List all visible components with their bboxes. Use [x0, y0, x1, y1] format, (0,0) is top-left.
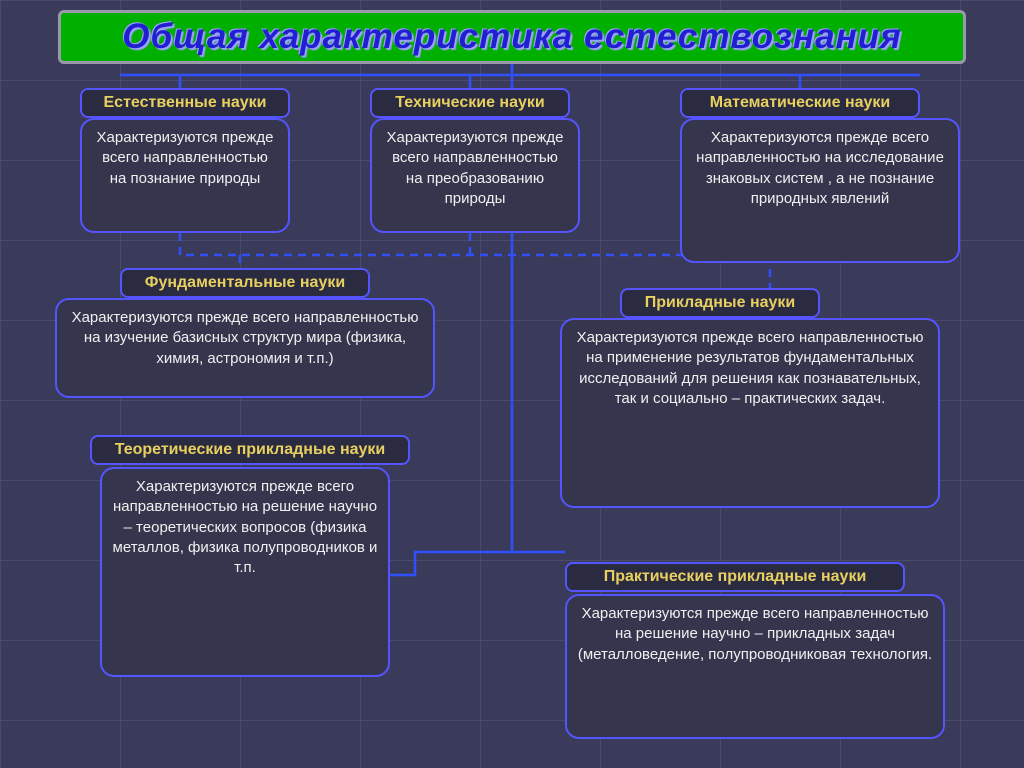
title-text: Общая характеристика естествознания: [73, 17, 951, 57]
practical-app-header: Практические прикладные науки: [565, 562, 905, 592]
applied-body: Характеризуются прежде всего направленно…: [560, 318, 940, 508]
mathematical-body: Характеризуются прежде всего направленно…: [680, 118, 960, 263]
fundamental-body: Характеризуются прежде всего направленно…: [55, 298, 435, 398]
natural-header: Естественные науки: [80, 88, 290, 118]
natural-body: Характеризуются прежде всего направленно…: [80, 118, 290, 233]
technical-header: Технические науки: [370, 88, 570, 118]
technical-body: Характеризуются прежде всего направленно…: [370, 118, 580, 233]
theoretical-app-header: Теоретические прикладные науки: [90, 435, 410, 465]
practical-app-body: Характеризуются прежде всего направленно…: [565, 594, 945, 739]
title-box: Общая характеристика естествознания: [58, 10, 966, 64]
theoretical-app-body: Характеризуются прежде всего направленно…: [100, 467, 390, 677]
mathematical-header: Математические науки: [680, 88, 920, 118]
applied-header: Прикладные науки: [620, 288, 820, 318]
fundamental-header: Фундаментальные науки: [120, 268, 370, 298]
